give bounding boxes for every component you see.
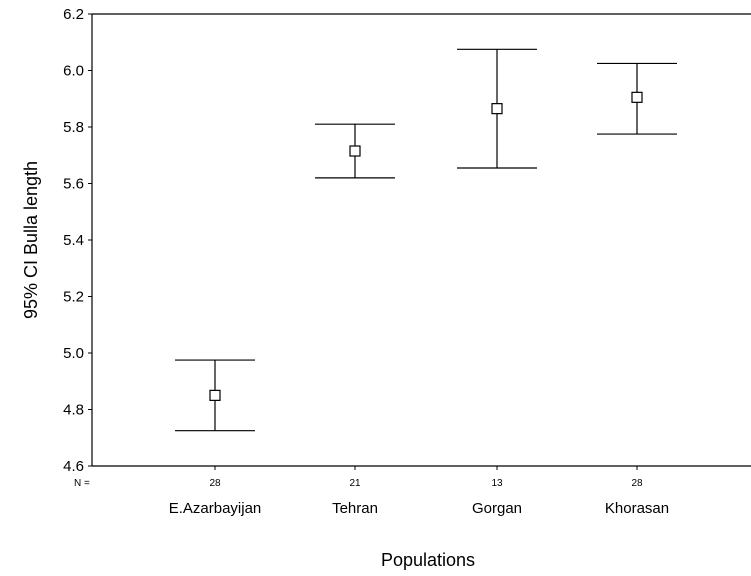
n-count-label: 28: [631, 478, 643, 489]
x-category-label: Khorasan: [605, 500, 669, 517]
mean-marker: [631, 91, 643, 103]
mean-marker: [209, 389, 221, 401]
n-count-label: 13: [491, 478, 503, 489]
x-category-label: Gorgan: [472, 500, 522, 517]
y-ticks: 4.6 4.8 5.0 5.2 5.4 5.6 5.8 6.0 6.2: [63, 6, 92, 475]
x-axis-title: Populations: [381, 550, 475, 570]
y-tick-label: 4.8: [63, 402, 84, 419]
y-tick-label: 6.0: [63, 63, 84, 80]
x-categories: 28 E.Azarbayijan 21 Tehran 13 Gorgan 28 Khorasa…: [169, 466, 669, 517]
y-axis-title: 95% CI Bulla length: [21, 161, 41, 319]
y-tick-label: 5.6: [63, 176, 84, 193]
y-tick-label: 4.6: [63, 458, 84, 475]
n-label: N =: [74, 478, 90, 489]
axes: [91, 13, 751, 467]
n-count-label: 21: [349, 478, 361, 489]
x-category-label: E.Azarbayijan: [169, 500, 262, 517]
n-count-label: 28: [209, 478, 221, 489]
y-tick-label: 5.8: [63, 119, 84, 136]
y-tick-label: 6.2: [63, 6, 84, 23]
error-bars: [175, 48, 677, 432]
y-tick-label: 5.4: [63, 232, 84, 249]
mean-marker: [491, 103, 503, 115]
x-category-label: Tehran: [332, 500, 378, 517]
mean-marker: [349, 145, 361, 157]
y-tick-label: 5.2: [63, 289, 84, 306]
y-tick-label: 5.0: [63, 345, 84, 362]
